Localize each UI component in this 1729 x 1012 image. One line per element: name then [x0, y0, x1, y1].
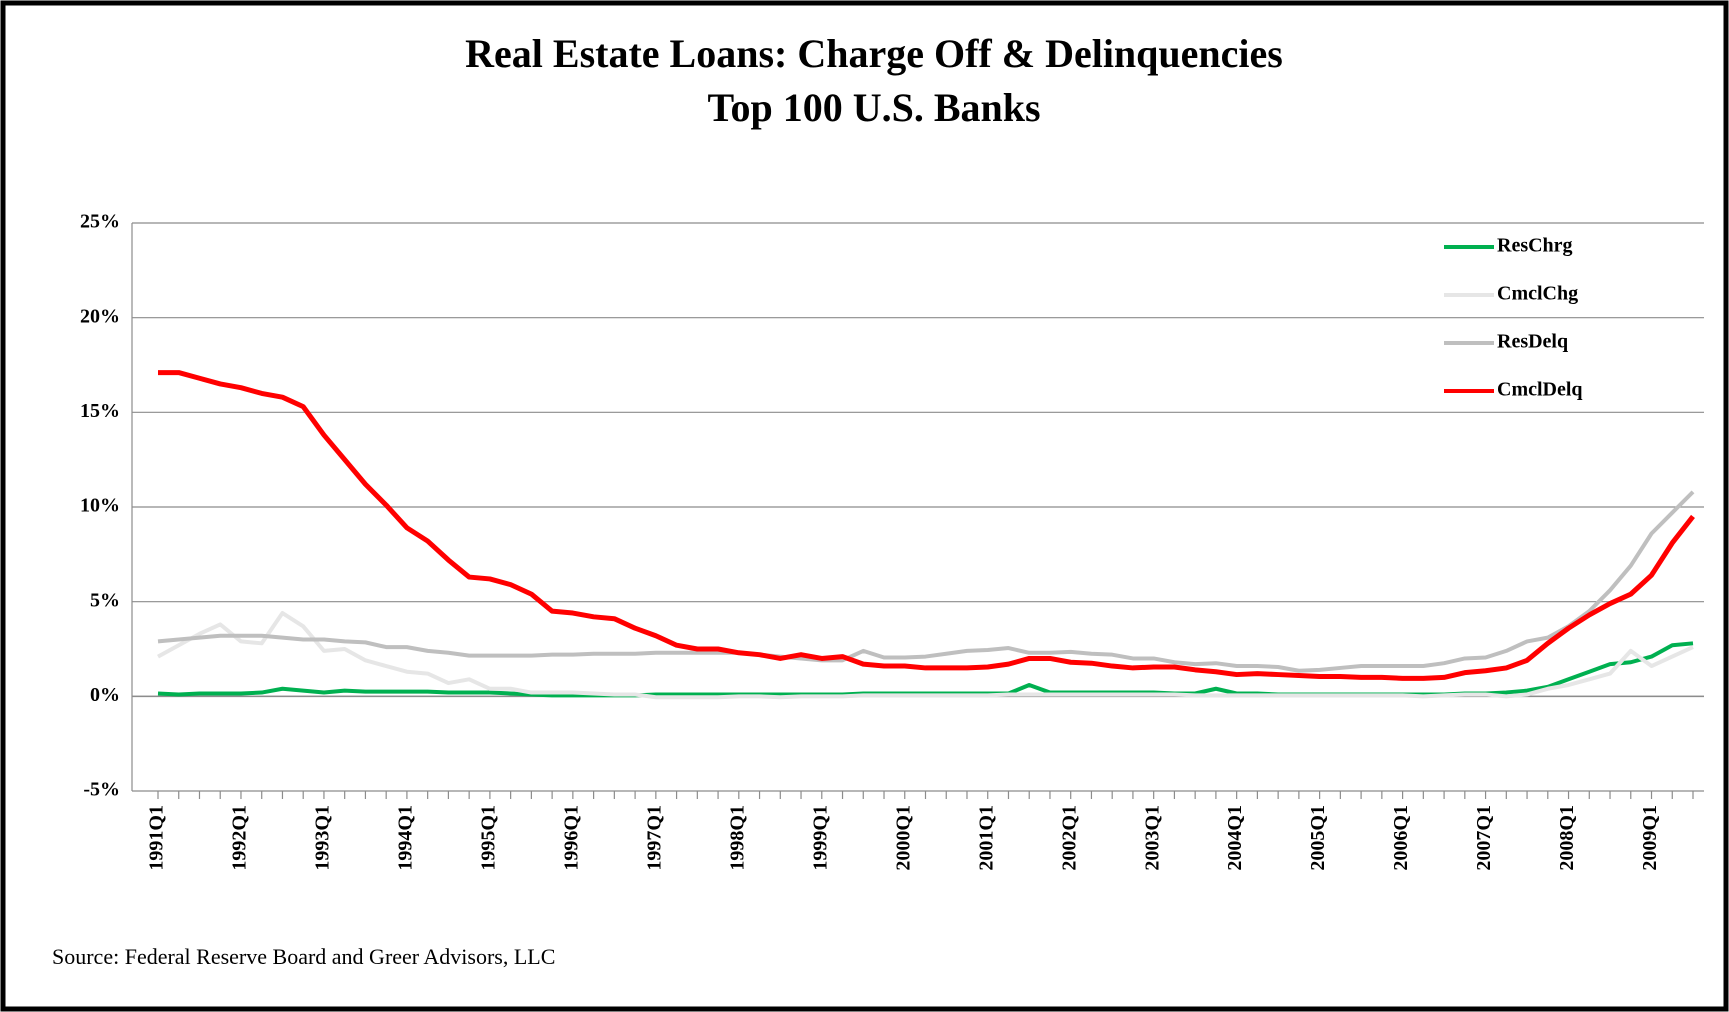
x-tick-label: 2006Q1	[1390, 805, 1412, 871]
x-tick-label: 2008Q1	[1556, 805, 1578, 871]
chart-title: Real Estate Loans: Charge Off & Delinque…	[465, 31, 1283, 76]
y-tick-label: 20%	[80, 305, 120, 327]
x-tick-label: 1991Q1	[146, 805, 168, 871]
series-line	[158, 370, 1695, 681]
legend-label: CmclChg	[1497, 283, 1578, 305]
x-tick-label: 1997Q1	[643, 805, 665, 871]
y-tick-label: 0%	[90, 684, 120, 706]
x-tick-label: 2001Q1	[975, 805, 997, 871]
x-tick-label: 1999Q1	[809, 805, 831, 871]
y-tick-label: 15%	[80, 400, 120, 422]
x-tick-label: 1992Q1	[229, 805, 251, 871]
x-tick-label: 2002Q1	[1058, 805, 1080, 871]
x-tick-label: 1998Q1	[726, 805, 748, 871]
legend-label: CmclDelq	[1497, 379, 1583, 401]
x-tick-label: 1993Q1	[312, 805, 334, 871]
y-tick-label: 5%	[90, 589, 120, 611]
x-tick-label: 1995Q1	[477, 805, 499, 871]
x-tick-label: 2007Q1	[1473, 805, 1495, 871]
chart-subtitle: Top 100 U.S. Banks	[707, 85, 1040, 130]
y-tick-label: 25%	[80, 211, 120, 233]
x-tick-label: 2005Q1	[1307, 805, 1329, 871]
legend-label: ResChrg	[1497, 235, 1573, 257]
legend-label: ResDelq	[1497, 331, 1568, 353]
x-tick-label: 2009Q1	[1639, 805, 1661, 871]
y-tick-label: 10%	[80, 495, 120, 517]
y-tick-label: -5%	[83, 779, 120, 801]
x-tick-label: 2004Q1	[1224, 805, 1246, 871]
x-tick-label: 1996Q1	[560, 805, 582, 871]
x-tick-label: 1994Q1	[395, 805, 417, 871]
series-line	[157, 490, 1695, 673]
series-line	[157, 611, 1694, 700]
x-tick-label: 2003Q1	[1141, 805, 1163, 871]
x-tick-label: 2000Q1	[892, 805, 914, 871]
source-note: Source: Federal Reserve Board and Greer …	[52, 944, 555, 969]
